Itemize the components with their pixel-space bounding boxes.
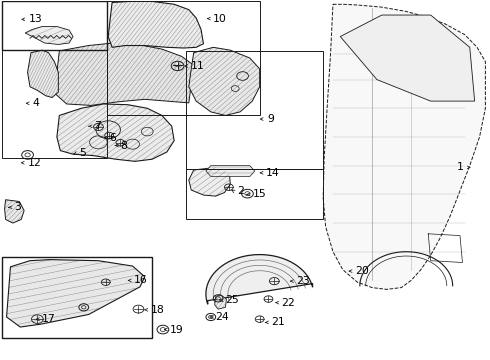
Text: 10: 10 [213, 14, 227, 24]
Text: 25: 25 [225, 295, 239, 305]
Text: 1: 1 [457, 162, 464, 172]
Bar [107, 1, 260, 116]
Text: 16: 16 [134, 275, 148, 285]
Text: 2: 2 [237, 186, 244, 197]
Polygon shape [25, 27, 73, 44]
Text: 12: 12 [27, 158, 41, 168]
Polygon shape [6, 260, 145, 327]
Text: 19: 19 [170, 325, 184, 334]
Polygon shape [215, 295, 226, 309]
Polygon shape [323, 4, 486, 289]
Polygon shape [340, 15, 475, 101]
Text: 3: 3 [14, 202, 21, 212]
Text: 21: 21 [271, 318, 285, 327]
Bar [186, 169, 323, 220]
Text: 11: 11 [191, 61, 204, 71]
Polygon shape [206, 255, 313, 304]
Text: 14: 14 [266, 168, 280, 178]
Text: 20: 20 [355, 266, 369, 276]
Text: 24: 24 [216, 312, 229, 322]
Polygon shape [57, 104, 174, 161]
Polygon shape [4, 200, 24, 223]
Bar [1, 50, 107, 158]
Polygon shape [189, 47, 260, 116]
Polygon shape [108, 1, 203, 48]
Text: 4: 4 [32, 98, 39, 108]
Polygon shape [27, 50, 58, 98]
Text: 7: 7 [94, 121, 101, 131]
Text: 18: 18 [151, 305, 165, 315]
Text: 9: 9 [267, 114, 274, 124]
Bar [186, 51, 323, 169]
Text: 15: 15 [252, 189, 266, 199]
Text: 6: 6 [110, 133, 117, 143]
Text: 5: 5 [79, 148, 86, 158]
Text: 8: 8 [121, 140, 127, 150]
Text: 17: 17 [42, 314, 56, 324]
Polygon shape [55, 43, 194, 105]
Polygon shape [189, 167, 230, 196]
Polygon shape [206, 166, 255, 176]
Text: 23: 23 [296, 276, 310, 286]
Bar [1, 257, 152, 338]
Bar [1, 1, 107, 50]
Text: 22: 22 [282, 298, 295, 308]
Text: 13: 13 [28, 14, 42, 24]
